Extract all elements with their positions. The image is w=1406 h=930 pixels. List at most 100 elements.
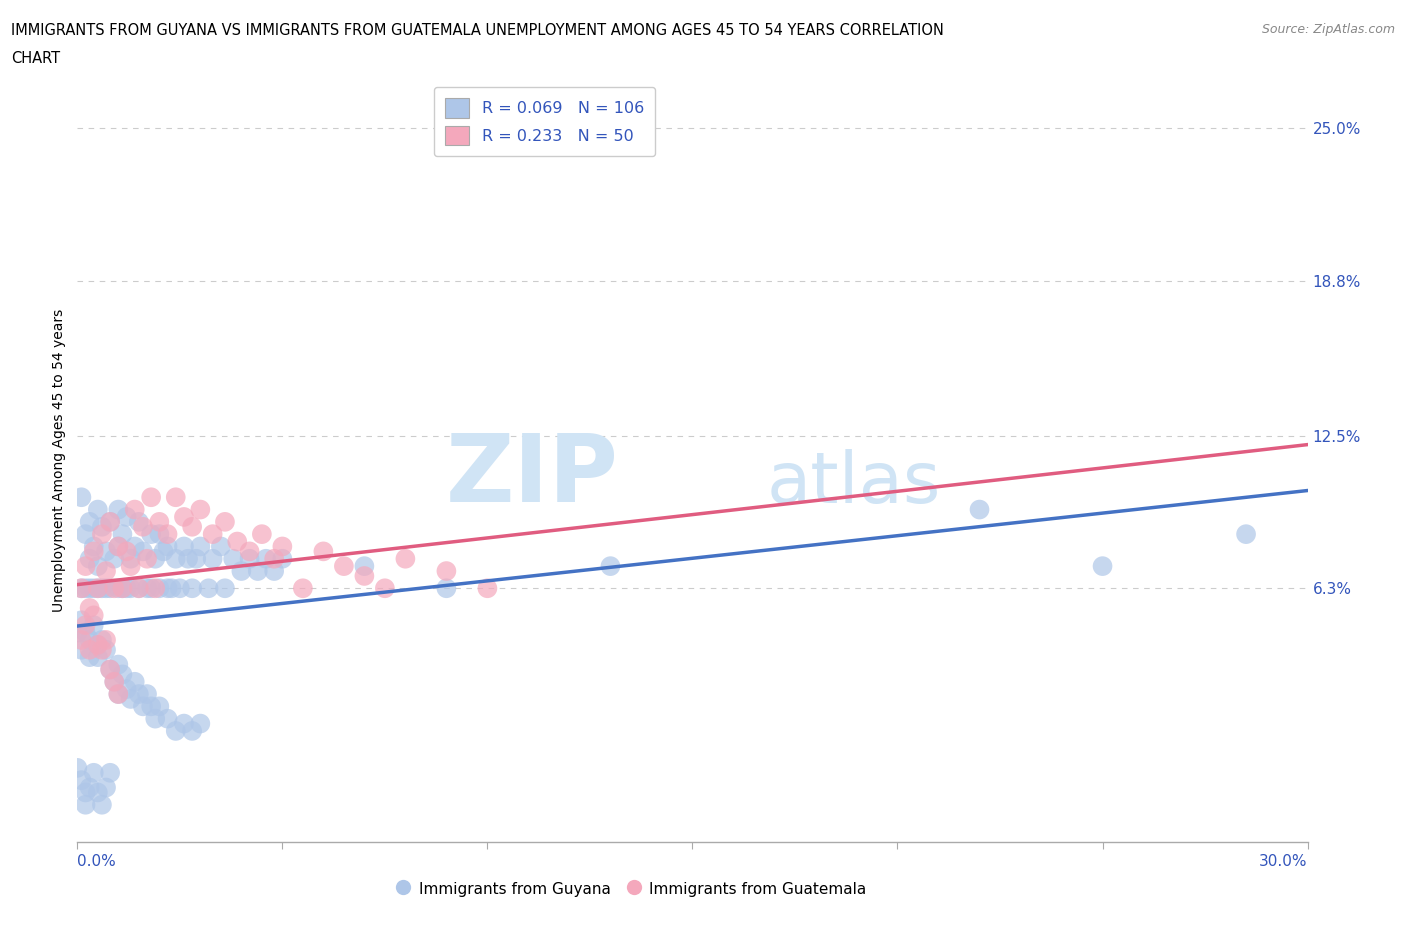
- Point: [132, 699, 155, 714]
- Point: [436, 564, 458, 578]
- Point: [87, 650, 110, 665]
- Point: [165, 490, 187, 505]
- Point: [115, 581, 138, 596]
- Point: [111, 526, 134, 541]
- Point: [70, 581, 93, 596]
- Point: [128, 581, 150, 596]
- Point: [186, 551, 208, 566]
- Point: [75, 581, 97, 596]
- Point: [156, 711, 179, 726]
- Point: [111, 581, 134, 596]
- Point: [291, 581, 314, 596]
- Point: [107, 539, 129, 554]
- Point: [83, 618, 105, 632]
- Point: [75, 526, 97, 541]
- Point: [353, 568, 375, 583]
- Point: [132, 519, 155, 534]
- Point: [148, 581, 170, 596]
- Point: [79, 551, 101, 566]
- Point: [173, 716, 195, 731]
- Point: [374, 581, 396, 596]
- Point: [239, 551, 262, 566]
- Point: [188, 716, 212, 731]
- Point: [156, 581, 179, 596]
- Point: [98, 662, 121, 677]
- Point: [90, 526, 114, 541]
- Point: [141, 699, 163, 714]
- Point: [188, 502, 212, 517]
- Text: CHART: CHART: [11, 51, 60, 66]
- Point: [201, 526, 224, 541]
- Point: [103, 674, 125, 689]
- Point: [181, 519, 204, 534]
- Point: [181, 724, 204, 738]
- Point: [333, 559, 356, 574]
- Point: [136, 686, 159, 701]
- Point: [94, 643, 117, 658]
- Point: [79, 650, 101, 665]
- Point: [436, 581, 458, 596]
- Point: [87, 581, 110, 596]
- Point: [94, 581, 117, 596]
- Point: [120, 692, 142, 707]
- Point: [103, 674, 125, 689]
- Point: [94, 780, 117, 795]
- Point: [214, 514, 236, 529]
- Point: [132, 544, 155, 559]
- Point: [156, 526, 179, 541]
- Point: [90, 632, 114, 647]
- Text: ZIP: ZIP: [446, 430, 619, 522]
- Point: [136, 551, 159, 566]
- Point: [128, 581, 150, 596]
- Point: [115, 544, 138, 559]
- Point: [169, 581, 191, 596]
- Point: [124, 502, 146, 517]
- Point: [128, 514, 150, 529]
- Point: [148, 514, 170, 529]
- Point: [254, 551, 277, 566]
- Point: [83, 765, 105, 780]
- Point: [75, 559, 97, 574]
- Point: [83, 581, 105, 596]
- Point: [79, 632, 101, 647]
- Point: [148, 699, 170, 714]
- Point: [83, 539, 105, 554]
- Point: [312, 544, 335, 559]
- Point: [165, 724, 187, 738]
- Point: [120, 581, 142, 596]
- Point: [969, 502, 991, 517]
- Point: [111, 581, 134, 596]
- Point: [107, 686, 129, 701]
- Point: [197, 581, 219, 596]
- Point: [148, 526, 170, 541]
- Point: [141, 581, 163, 596]
- Point: [128, 686, 150, 701]
- Point: [239, 544, 262, 559]
- Text: Source: ZipAtlas.com: Source: ZipAtlas.com: [1261, 23, 1395, 36]
- Legend: Immigrants from Guyana, Immigrants from Guatemala: Immigrants from Guyana, Immigrants from …: [389, 875, 872, 903]
- Point: [160, 581, 183, 596]
- Point: [107, 539, 129, 554]
- Point: [70, 643, 93, 658]
- Point: [188, 539, 212, 554]
- Point: [394, 551, 416, 566]
- Point: [90, 519, 114, 534]
- Point: [120, 551, 142, 566]
- Point: [177, 551, 200, 566]
- Point: [103, 581, 125, 596]
- Point: [70, 613, 93, 628]
- Point: [98, 581, 121, 596]
- Point: [226, 534, 249, 549]
- Point: [70, 773, 93, 788]
- Point: [94, 544, 117, 559]
- Point: [83, 608, 105, 623]
- Point: [231, 564, 253, 578]
- Point: [66, 625, 89, 640]
- Point: [181, 581, 204, 596]
- Point: [98, 514, 121, 529]
- Point: [271, 551, 294, 566]
- Point: [107, 686, 129, 701]
- Text: 30.0%: 30.0%: [1260, 854, 1308, 869]
- Text: IMMIGRANTS FROM GUYANA VS IMMIGRANTS FROM GUATEMALA UNEMPLOYMENT AMONG AGES 45 T: IMMIGRANTS FROM GUYANA VS IMMIGRANTS FRO…: [11, 23, 943, 38]
- Point: [79, 643, 101, 658]
